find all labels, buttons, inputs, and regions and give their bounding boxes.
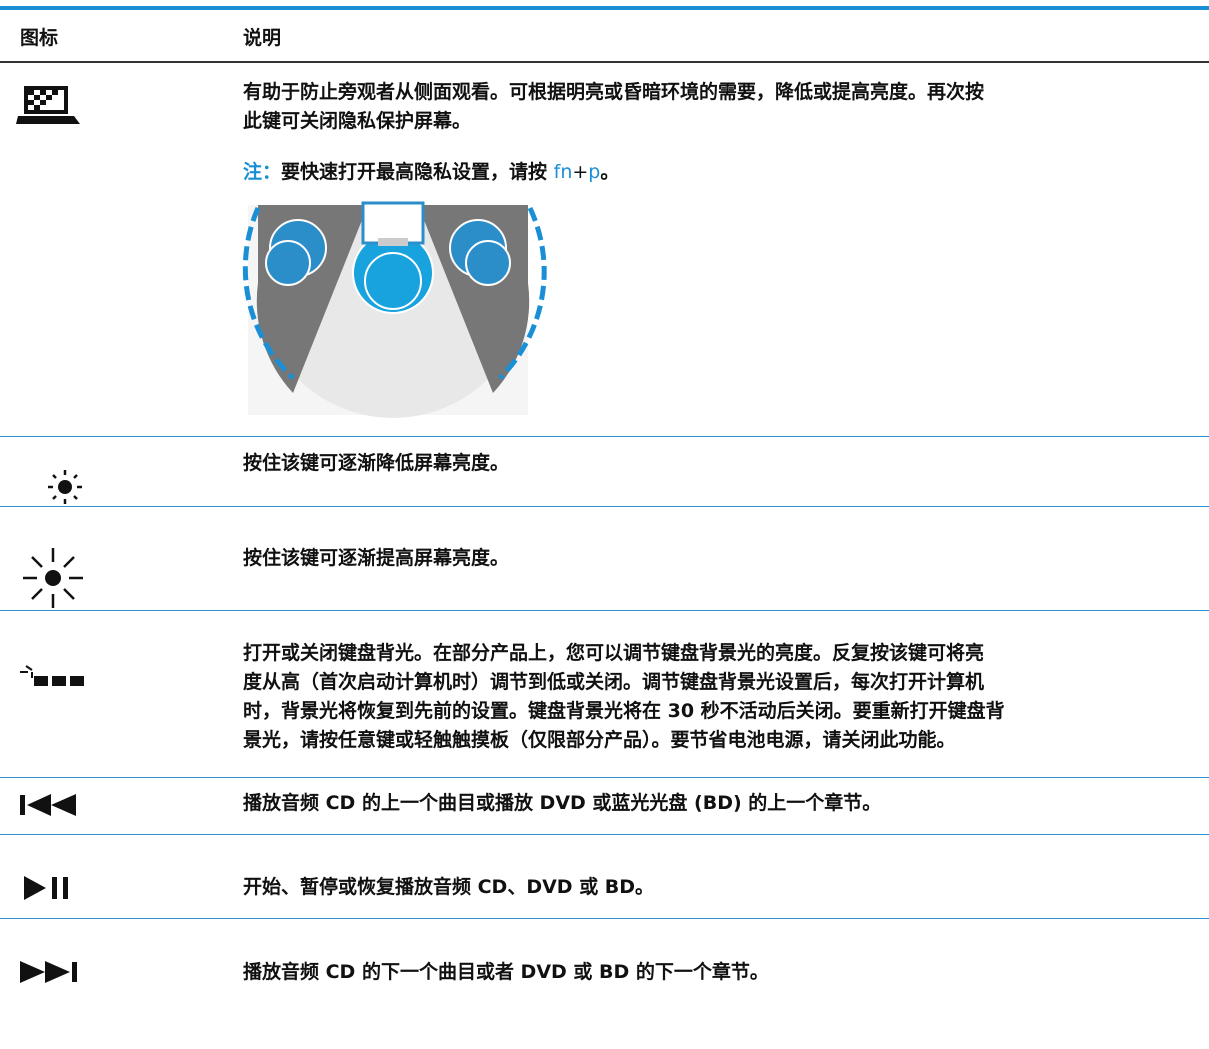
brightness-up-icon <box>23 548 83 608</box>
description-line: 开始、暂停或恢复播放音频 CD、DVD 或 BD。 <box>243 876 655 898</box>
previous-track-icon <box>20 794 76 816</box>
description-line: 播放音频 CD 的下一个曲目或者 DVD 或 BD 的下一个章节。 <box>243 961 769 983</box>
key: p <box>588 161 601 183</box>
row-separator <box>0 834 1209 835</box>
header-rule <box>0 61 1209 63</box>
next-track-icon <box>20 961 77 983</box>
row-separator <box>0 506 1209 507</box>
description-line: 时，背景光将恢复到先前的设置。键盘背景光将在 30 秒不活动后关闭。要重新打开键… <box>243 700 1005 722</box>
row-separator <box>0 918 1209 919</box>
key: fn <box>553 161 573 183</box>
brightness-down-icon <box>48 470 82 504</box>
row-separator <box>0 777 1209 778</box>
row-separator <box>0 436 1209 437</box>
description-line: 按住该键可逐渐提高屏幕亮度。 <box>243 547 510 569</box>
note: 注：要快速打开最高隐私设置，请按 fn+p。 <box>243 158 619 187</box>
header-icon: 图标 <box>20 27 59 49</box>
keyboard-backlight-icon <box>20 665 84 686</box>
privacy-icon <box>16 86 80 124</box>
description-line: 此键可关闭隐私保护屏幕。 <box>243 110 472 132</box>
description-line: 按住该键可逐渐降低屏幕亮度。 <box>243 452 510 474</box>
description-line: 打开或关闭键盘背光。在部分产品上，您可以调节键盘背景光的亮度。反复按该键可将亮 <box>243 642 985 664</box>
description-line: 有助于防止旁观者从侧面观看。可根据明亮或昏暗环境的需要，降低或提高亮度。再次按 <box>243 81 985 103</box>
privacy-illustration <box>242 201 547 418</box>
note-text: 要快速打开最高隐私设置，请按 <box>281 161 554 183</box>
note-label: 注： <box>243 161 282 183</box>
note-end: 。 <box>600 161 620 183</box>
row-separator <box>0 610 1209 611</box>
header-description: 说明 <box>243 27 282 49</box>
play-pause-icon <box>24 876 68 900</box>
description-line: 度从高（首次启动计算机时）调节到低或关闭。调节键盘背景光设置后，每次打开计算机 <box>243 671 985 693</box>
description-line: 景光，请按任意键或轻触触摸板（仅限部分产品）。要节省电池电源，请关闭此功能。 <box>243 729 956 751</box>
top-rule <box>0 6 1209 10</box>
plus: + <box>572 161 589 183</box>
description-line: 播放音频 CD 的上一个曲目或播放 DVD 或蓝光光盘 (BD) 的上一个章节。 <box>243 792 882 814</box>
